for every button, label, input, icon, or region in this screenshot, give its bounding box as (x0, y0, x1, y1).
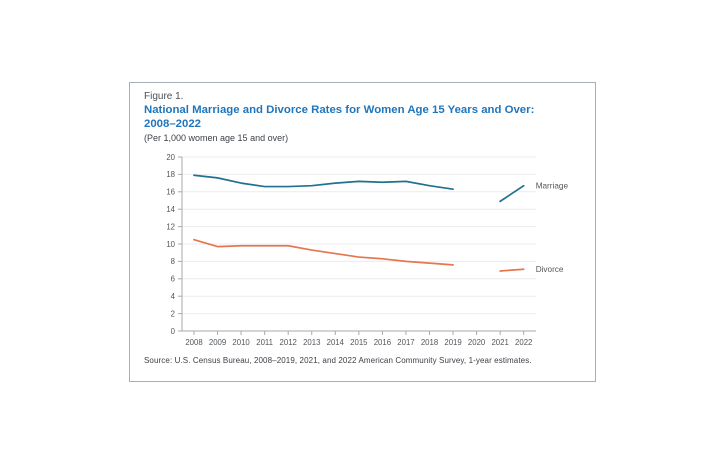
x-tick-label: 2022 (515, 338, 532, 347)
x-tick-label: 2015 (350, 338, 368, 347)
x-tick-label: 2011 (256, 338, 273, 347)
source-note: Source: U.S. Census Bureau, 2008–2019, 2… (144, 356, 532, 365)
divorce-line (499, 268, 525, 272)
figure-title-line1: National Marriage and Divorce Rates for … (144, 104, 535, 116)
y-tick-label: 0 (171, 327, 176, 336)
y-tick-label: 20 (166, 153, 175, 162)
figure-label: Figure 1. (144, 91, 184, 102)
x-tick-label: 2009 (209, 338, 226, 347)
x-tick-label: 2018 (421, 338, 438, 347)
legend-marriage-label: Marriage (536, 182, 569, 191)
y-tick-label: 18 (166, 170, 175, 179)
x-tick-label: 2021 (491, 338, 508, 347)
x-tick-label: 2019 (444, 338, 461, 347)
y-tick-label: 8 (171, 257, 175, 266)
y-tick-label: 12 (166, 222, 175, 231)
line-chart: 0 2 4 6 8 10 12 14 16 18 20 2008 2009 2010 2011 2012 201… (166, 153, 569, 347)
x-tick-label: 2008 (185, 338, 202, 347)
divorce-line (193, 238, 454, 266)
marriage-line (193, 174, 454, 191)
x-tick-label: 2016 (374, 338, 391, 347)
y-tick-label: 6 (171, 275, 175, 284)
figure-title: National Marriage and Divorce Rates for … (144, 104, 574, 131)
figure-subtitle: (Per 1,000 women age 15 and over) (144, 133, 289, 143)
x-tick-label: 2017 (397, 338, 414, 347)
figure-title-line2: 2008–2022 (144, 117, 202, 130)
x-tick-label: 2014 (327, 338, 345, 347)
x-tick-label: 2010 (232, 338, 250, 347)
figure-box: Figure 1. National Marriage and Divorce … (129, 82, 596, 382)
legend-divorce-label: Divorce (536, 265, 564, 274)
x-tick-label: 2020 (468, 338, 486, 347)
y-tick-label: 2 (171, 309, 175, 318)
x-tick-label: 2012 (280, 338, 297, 347)
x-tick-label: 2013 (303, 338, 320, 347)
marriage-line (499, 184, 525, 203)
y-tick-label: 16 (166, 188, 175, 197)
y-tick-label: 4 (171, 292, 176, 301)
y-tick-label: 10 (166, 240, 175, 249)
y-tick-label: 14 (166, 205, 175, 214)
